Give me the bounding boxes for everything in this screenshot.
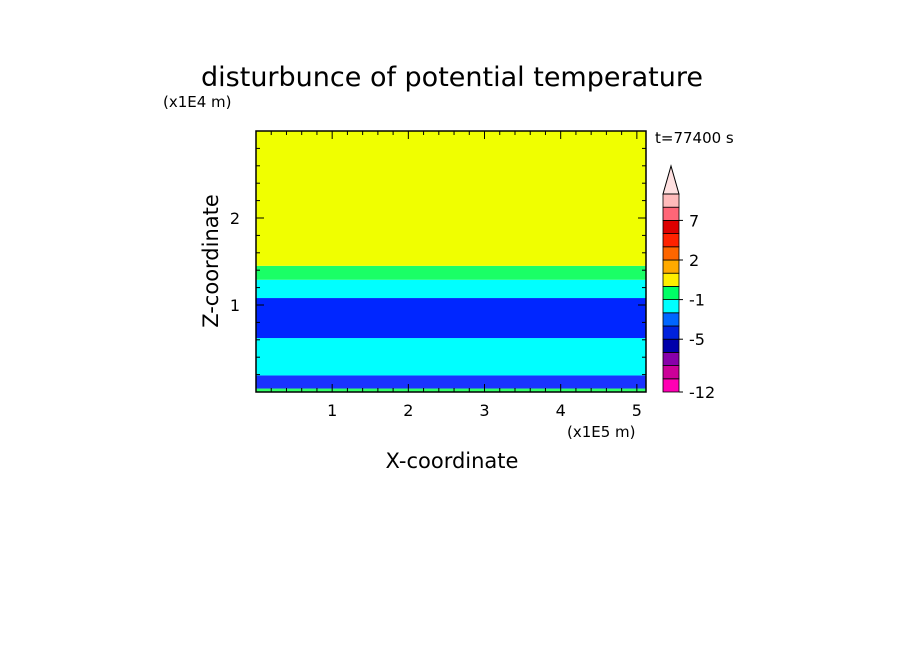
colorbar-label: -5 (689, 330, 705, 349)
colorbar-label: 7 (689, 211, 699, 230)
colorbar-cell (662, 193, 680, 208)
contour-band (256, 375, 646, 389)
x-scale-label: (x1E5 m) (567, 423, 636, 441)
colorbar-cell (662, 285, 680, 300)
x-tick-label: 5 (632, 401, 642, 420)
colorbar-cell (662, 219, 680, 234)
y-axis-label: Z-coordinate (199, 194, 223, 328)
x-axis-label: X-coordinate (386, 449, 519, 473)
plot-frame (255, 130, 647, 393)
y-scale-label: (x1E4 m) (163, 93, 232, 111)
colorbar-label: 2 (689, 251, 699, 270)
colorbar-label: -1 (689, 291, 705, 310)
colorbar-label: -12 (689, 383, 715, 402)
colorbar-cell (662, 206, 680, 221)
x-tick-label: 3 (479, 401, 489, 420)
colorbar-cell (662, 325, 680, 340)
colorbar-cell (662, 365, 680, 380)
y-tick-label: 1 (230, 296, 240, 315)
colorbar-cell (662, 272, 680, 287)
contour-band (256, 279, 646, 299)
contour-band (256, 298, 646, 339)
colorbar-cell (662, 351, 680, 366)
x-tick-label: 4 (556, 401, 566, 420)
colorbar-cell (662, 259, 680, 274)
colorbar-cell (662, 312, 680, 327)
y-tick-label: 2 (230, 209, 240, 228)
time-label: t=77400 s (655, 129, 734, 147)
contour-band (256, 131, 646, 266)
contour-band (256, 338, 646, 376)
colorbar-extend-arrow (662, 164, 680, 195)
colorbar: -12-5-127 (662, 164, 715, 402)
contour-band (256, 388, 646, 392)
colorbar-cell (662, 378, 680, 393)
contour-band (256, 265, 646, 280)
x-tick-label: 2 (403, 401, 413, 420)
colorbar-cell (662, 246, 680, 261)
colorbar-cell (662, 338, 680, 353)
colorbar-cell (662, 233, 680, 248)
x-tick-label: 1 (327, 401, 337, 420)
plot-area: 1 2 3 4 5 1 2 (230, 130, 647, 420)
colorbar-cell (662, 299, 680, 314)
chart-title: disturbunce of potential temperature (201, 62, 703, 93)
